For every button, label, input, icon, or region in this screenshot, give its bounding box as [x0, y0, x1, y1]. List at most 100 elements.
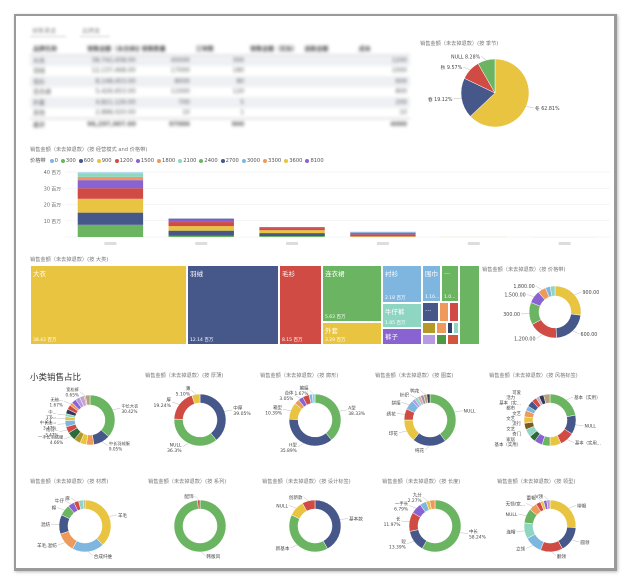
pie-slice[interactable]: [191, 393, 201, 405]
legend-item[interactable]: 0: [49, 158, 58, 164]
table-header-cell[interactable]: 销售金额（实际）: [250, 45, 299, 53]
treemap-tile[interactable]: [453, 322, 459, 334]
pie-slice[interactable]: [546, 499, 551, 510]
treemap-tile[interactable]: 外套 3.29 百万: [322, 322, 382, 345]
bar-segment[interactable]: [77, 180, 144, 189]
bar-segment[interactable]: [259, 230, 325, 234]
pie-slice[interactable]: [413, 432, 446, 447]
treemap-tile[interactable]: [436, 334, 447, 345]
pie-slice[interactable]: [540, 540, 563, 553]
bar-segment[interactable]: [168, 218, 234, 220]
bar-segment[interactable]: [259, 228, 325, 231]
pie-slice[interactable]: [288, 514, 328, 553]
bar-segment[interactable]: [441, 236, 507, 238]
pie-slice[interactable]: [549, 499, 577, 528]
pie-slice[interactable]: [199, 393, 227, 441]
bar-segment[interactable]: [168, 235, 234, 237]
legend-item[interactable]: 1500: [135, 158, 154, 164]
treemap-tile[interactable]: 衬衫 2.18 百万: [382, 265, 422, 303]
treemap-tile[interactable]: [459, 265, 480, 345]
legend-item[interactable]: 3600: [284, 158, 302, 164]
bar-segment[interactable]: [259, 236, 325, 237]
bar-segment[interactable]: [77, 173, 144, 177]
bar-segment[interactable]: [168, 226, 234, 231]
pie-slice[interactable]: [460, 77, 496, 117]
bar-segment[interactable]: [350, 236, 416, 237]
treemap-tile[interactable]: [447, 334, 459, 345]
treemap-tile[interactable]: 围巾 1.16...: [422, 265, 441, 302]
pie-slice[interactable]: [554, 285, 582, 316]
treemap-tile[interactable]: 牛仔裤 1.85 百万: [382, 303, 422, 328]
treemap-tile[interactable]: 裤子: [382, 328, 422, 345]
bar-segment[interactable]: [259, 233, 325, 237]
treemap-tile[interactable]: [422, 322, 436, 334]
treemap-tile[interactable]: 羽绒 12.14 百万: [187, 265, 279, 345]
pie-slice[interactable]: [288, 418, 332, 447]
bar-segment[interactable]: [77, 188, 144, 199]
pie-slice[interactable]: [429, 499, 436, 510]
legend-item[interactable]: 1200: [114, 158, 133, 164]
bar-segment[interactable]: [350, 232, 416, 235]
treemap-tile[interactable]: 毛衫 8.15 百万: [279, 265, 322, 345]
bar-segment[interactable]: [531, 236, 598, 238]
pie-slice[interactable]: [409, 529, 427, 549]
treemap-tile[interactable]: 连衣裙 5.63 百万: [322, 265, 382, 322]
table-header-cell[interactable]: 订单数: [195, 45, 214, 53]
treemap-tile[interactable]: ... 1.0...: [441, 265, 459, 302]
bar-segment[interactable]: [77, 198, 144, 213]
pie-slice[interactable]: [83, 499, 86, 510]
pie-slice[interactable]: [555, 313, 582, 339]
treemap-tile[interactable]: [447, 322, 453, 334]
pie-slice[interactable]: [426, 393, 431, 404]
table-header-cell[interactable]: 退款金额: [304, 45, 329, 53]
legend-item[interactable]: 8100: [305, 158, 324, 164]
treemap-tile[interactable]: ...: [422, 302, 439, 322]
treemap-tile[interactable]: [439, 302, 449, 322]
treemap-tile[interactable]: 大衣 38.43 百万: [30, 265, 187, 345]
table-header-cell[interactable]: 销售金额（未去掉退款）: [87, 45, 139, 53]
filter-dropdown-brand[interactable]: 品牌类: [80, 25, 111, 37]
bar-segment[interactable]: [77, 176, 144, 181]
pie-slice[interactable]: [314, 393, 342, 441]
bar-segment[interactable]: [168, 219, 234, 223]
pie-slice[interactable]: [469, 58, 530, 128]
legend-item[interactable]: 2700: [220, 158, 239, 164]
table-header-cell[interactable]: 销售数量: [141, 45, 166, 53]
pie-slice[interactable]: [197, 499, 201, 510]
legend-item[interactable]: 2100: [178, 158, 196, 164]
legend-item[interactable]: 1800: [157, 158, 175, 164]
pie-slice[interactable]: [85, 394, 91, 406]
pie-slice[interactable]: [173, 395, 195, 420]
bar-segment[interactable]: [168, 222, 234, 227]
table-header-cell[interactable]: 品牌名称: [33, 45, 58, 53]
pie-slice[interactable]: [173, 499, 227, 553]
filter-dropdown-channel[interactable]: 销售渠道: [30, 25, 67, 37]
legend-item[interactable]: 300: [60, 158, 76, 164]
legend-item[interactable]: 3000: [241, 158, 260, 164]
legend-item[interactable]: 2400: [199, 158, 218, 164]
treemap-tile[interactable]: [449, 302, 459, 322]
pie-slice[interactable]: [302, 499, 316, 512]
bar-segment[interactable]: [77, 224, 144, 237]
legend-item[interactable]: 600: [78, 158, 94, 164]
bar-segment[interactable]: [168, 230, 234, 236]
bar-segment[interactable]: [77, 212, 144, 225]
bar-segment[interactable]: [350, 234, 416, 237]
treemap-tile[interactable]: [436, 322, 447, 334]
legend-item[interactable]: 900: [96, 158, 112, 164]
treemap-tile[interactable]: [422, 334, 436, 345]
bar-segment[interactable]: [350, 231, 416, 233]
pie-slice[interactable]: [84, 499, 112, 546]
bar-segment[interactable]: [77, 172, 144, 174]
pie-slice[interactable]: [72, 538, 104, 553]
pie-slice[interactable]: [543, 393, 551, 404]
bar-segment[interactable]: [259, 227, 325, 229]
pie-slice[interactable]: [173, 418, 217, 447]
pie-slice[interactable]: [311, 393, 316, 404]
table-header-cell[interactable]: 成本: [358, 45, 371, 53]
pie-slice[interactable]: [429, 393, 457, 442]
legend-item[interactable]: 3300: [263, 158, 281, 164]
pie-slice[interactable]: [89, 394, 116, 438]
pie-slice[interactable]: [314, 499, 342, 550]
pie-slice[interactable]: [549, 285, 556, 297]
